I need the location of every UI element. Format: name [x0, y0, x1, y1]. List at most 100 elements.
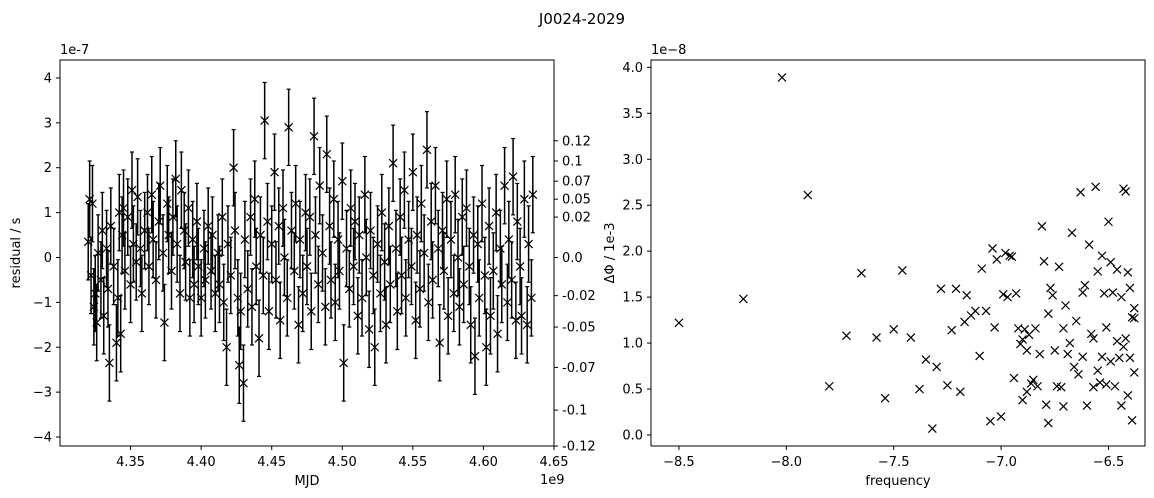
point-marker — [391, 244, 401, 253]
point-marker — [368, 271, 378, 280]
data-point — [990, 323, 1000, 332]
data-point — [951, 284, 961, 294]
y-tick-label: 4.0 — [622, 61, 643, 76]
data-point — [500, 146, 510, 225]
data-point — [175, 254, 185, 333]
point-marker — [264, 306, 274, 316]
data-point — [1129, 313, 1139, 323]
data-point — [512, 182, 522, 261]
data-point — [397, 236, 406, 315]
data-point — [375, 254, 385, 333]
point-marker — [526, 293, 536, 303]
data-point — [1056, 382, 1066, 392]
point-marker — [353, 311, 363, 321]
point-marker — [354, 230, 364, 240]
data-point — [474, 259, 484, 337]
point-marker — [251, 262, 261, 271]
point-marker — [112, 338, 121, 348]
data-point — [335, 232, 344, 310]
point-marker — [375, 288, 385, 298]
data-point — [977, 264, 987, 274]
data-point — [226, 236, 236, 315]
point-marker — [234, 360, 244, 370]
data-point — [119, 169, 128, 247]
point-marker — [260, 116, 270, 126]
data-point — [1123, 391, 1133, 400]
point-marker — [203, 221, 213, 231]
point-marker — [481, 342, 491, 352]
data-point — [481, 308, 491, 387]
data-point — [239, 344, 248, 422]
point-marker — [236, 306, 246, 316]
data-point — [947, 325, 957, 335]
data-point — [313, 245, 323, 324]
data-point — [842, 331, 851, 341]
residual-plot-axes: 4.35 4.40 4.45 4.50 4.55 4.60 4.65 4 3 2 1 0 −1 −2 −3 −… — [33, 71, 596, 470]
data-point — [240, 200, 250, 279]
data-point — [1005, 251, 1015, 261]
y-tick-label: 0.0 — [622, 428, 643, 443]
data-point — [315, 146, 325, 225]
data-point — [344, 250, 354, 328]
data-point — [185, 259, 195, 337]
point-marker — [408, 167, 418, 177]
data-point — [143, 173, 152, 252]
y-tick-label: 1.5 — [622, 291, 643, 306]
data-point — [160, 283, 169, 362]
point-marker — [200, 275, 210, 285]
data-point — [339, 324, 349, 402]
data-point — [275, 281, 285, 360]
x-tick-label: 4.35 — [116, 455, 145, 470]
data-point — [1089, 382, 1098, 392]
point-marker — [302, 262, 312, 271]
point-marker — [158, 248, 168, 258]
data-point — [116, 295, 126, 373]
point-marker — [172, 239, 182, 249]
point-marker — [189, 279, 199, 289]
data-point — [433, 209, 443, 288]
data-point — [889, 324, 899, 334]
y-tick-label: 0.5 — [622, 383, 643, 398]
data-point — [872, 333, 881, 342]
data-point — [326, 241, 336, 319]
data-point — [1127, 415, 1137, 425]
data-point — [981, 306, 991, 316]
point-marker — [219, 297, 229, 307]
point-marker — [428, 275, 438, 285]
data-point — [497, 245, 507, 324]
point-marker — [240, 235, 250, 244]
point-marker — [443, 311, 453, 321]
data-point — [294, 286, 303, 364]
data-point — [1106, 357, 1116, 366]
data-point — [1035, 349, 1045, 359]
data-point — [179, 191, 189, 270]
data-point — [401, 259, 411, 337]
data-point — [97, 191, 107, 270]
data-point — [144, 227, 154, 306]
point-marker — [306, 306, 316, 316]
data-point — [1033, 381, 1043, 391]
phase-plot-frame — [650, 59, 1146, 447]
point-marker — [515, 262, 525, 271]
data-point — [200, 241, 210, 319]
point-marker — [422, 145, 432, 155]
phase-y-axis-label: ΔΦ / 1e-3 — [603, 222, 618, 283]
data-point — [1112, 336, 1122, 346]
data-point — [229, 128, 239, 207]
point-marker — [127, 185, 137, 195]
point-marker — [462, 203, 471, 213]
data-point — [411, 281, 421, 360]
point-marker — [470, 351, 480, 361]
data-point — [99, 277, 109, 355]
data-point — [511, 281, 521, 360]
data-point — [104, 324, 114, 402]
data-point — [230, 191, 240, 270]
data-point — [399, 151, 409, 229]
data-point — [1067, 228, 1077, 238]
point-marker — [360, 190, 370, 200]
point-marker — [147, 190, 157, 200]
data-point — [1091, 182, 1101, 192]
y2-tick-label: 0.12 — [562, 134, 591, 149]
data-point — [419, 214, 429, 292]
point-marker — [493, 329, 502, 339]
